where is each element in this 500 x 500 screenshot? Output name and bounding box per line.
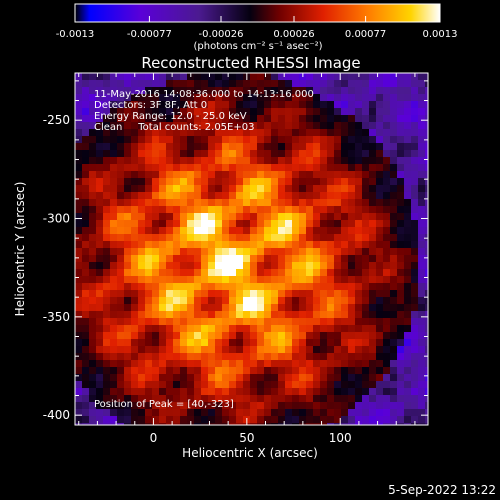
info-line-energy: Energy Range: 12.0 - 25.0 keV: [94, 111, 247, 122]
x-tick-label: 0: [150, 431, 158, 445]
colorbar-tick-label: 0.00077: [345, 29, 386, 40]
x-axis-label: Heliocentric X (arcsec): [182, 446, 318, 460]
info-line-detectors: Detectors: 3F 8F, Att 0: [94, 100, 207, 111]
colorbar: [74, 3, 441, 23]
info-text: 11-May-2016 14:08:36.000 to 14:13:16.000…: [94, 89, 314, 133]
footer-timestamp: 5-Sep-2022 13:22: [388, 483, 496, 497]
colorbar-ticks: -0.0013 -0.00077 -0.00026 0.00026 0.00077 0.0…: [56, 16, 458, 40]
colorbar-tick-label: -0.0013: [56, 29, 95, 40]
y-tick-label: -300: [43, 212, 70, 226]
y-tick-label: -350: [43, 310, 70, 324]
colorbar-tick-label: 0.0013: [423, 29, 458, 40]
x-tick-label: 50: [239, 431, 254, 445]
heatmap-image: [75, 73, 428, 425]
x-tick-label: 100: [329, 431, 352, 445]
colorbar-tick-label: -0.00077: [127, 29, 172, 40]
colorbar-tick-label: 0.00026: [273, 29, 314, 40]
colorbar-tick-label: -0.00026: [199, 29, 244, 40]
chart-title: Reconstructed RHESSI Image: [141, 54, 360, 72]
plot-frame: [74, 72, 429, 426]
y-tick-label: -400: [43, 408, 70, 422]
y-tick-label: -250: [43, 113, 70, 127]
colorbar-unit-label: (photons cm⁻² s⁻¹ asec⁻²): [193, 41, 322, 52]
info-line-clean: Clean Total counts: 2.05E+03: [94, 122, 254, 133]
peak-position-label: Position of Peak = [40,-323]: [94, 399, 234, 410]
info-line-time: 11-May-2016 14:08:36.000 to 14:13:16.000: [94, 89, 314, 100]
y-axis-label: Heliocentric Y (arcsec): [13, 182, 27, 317]
